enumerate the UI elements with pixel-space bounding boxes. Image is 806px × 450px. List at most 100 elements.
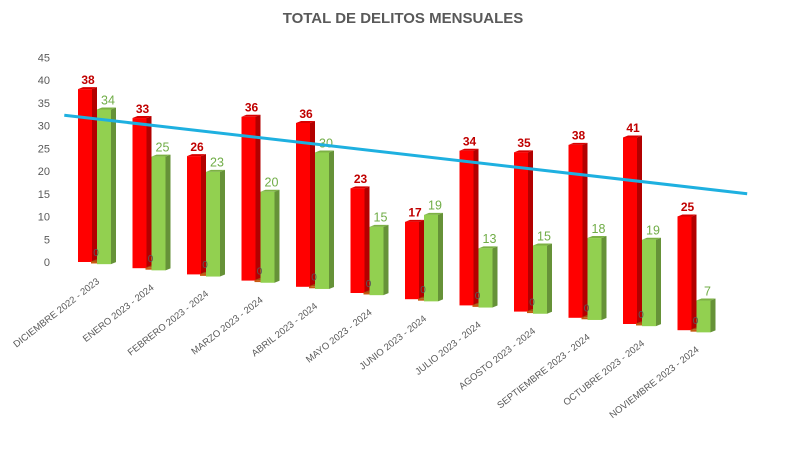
bar-series-1-top: [296, 121, 315, 123]
data-label-series-1: 38: [572, 129, 586, 143]
data-label-series-1: 36: [299, 107, 313, 121]
data-label-series-2: 0: [366, 279, 372, 290]
bar-series-3-top: [478, 246, 498, 249]
bar-series-3-side: [656, 237, 661, 327]
y-tick-label: 30: [38, 121, 50, 133]
bar-series-1: [241, 116, 256, 281]
bar-series-2: [418, 298, 425, 301]
y-tick-label: 25: [38, 143, 50, 155]
data-label-series-3: 7: [704, 284, 711, 298]
bar-series-1-top: [132, 116, 152, 119]
bar-series-1-top: [623, 135, 642, 138]
data-label-series-3: 19: [646, 224, 660, 238]
bar-series-1: [514, 152, 528, 312]
data-label-series-1: 26: [190, 140, 204, 154]
bar-series-2: [472, 304, 480, 307]
data-label-series-1: 17: [408, 206, 422, 220]
bar-series-2: [636, 323, 643, 326]
bar-series-3-top: [533, 243, 552, 246]
data-label-series-1: 36: [245, 101, 259, 115]
y-tick-label: 40: [38, 75, 50, 87]
bar-series-1: [405, 221, 419, 300]
bar-series-3-side: [710, 298, 716, 333]
bar-series-1: [623, 137, 637, 324]
bar-series-3: [587, 238, 602, 320]
bar-series-1: [677, 216, 692, 331]
bar-series-2: [145, 267, 153, 270]
bar-series-3-top: [424, 212, 443, 215]
data-label-series-1: 25: [681, 200, 695, 214]
bar-series-3-side: [601, 236, 607, 320]
chart-title: TOTAL DE DELITOS MENSUALES: [282, 10, 524, 27]
category-label: JULIO 2023 - 2024: [413, 320, 483, 378]
data-label-series-3: 18: [592, 222, 606, 236]
bar-series-2: [254, 280, 262, 283]
data-label-series-2: 0: [584, 304, 590, 315]
bar-series-1-side: [637, 135, 642, 324]
data-label-series-1: 38: [81, 73, 95, 87]
data-label-series-2: 0: [475, 291, 481, 302]
category-label: MAYO 2023 - 2024: [304, 307, 374, 365]
data-label-series-1: 34: [463, 134, 477, 148]
bar-series-3: [97, 109, 111, 265]
bar-series-1: [459, 150, 474, 306]
bar-series-2: [527, 311, 534, 314]
bar-series-1-side: [364, 186, 370, 293]
data-label-series-2: 0: [529, 297, 535, 308]
bar-series-3-side: [111, 107, 116, 265]
bar-series-1-side: [528, 150, 533, 312]
bar-series-3-top: [206, 169, 225, 172]
bar-series-1-side: [146, 116, 152, 269]
data-label-series-1: 35: [517, 136, 531, 150]
bar-series-3-top: [260, 189, 280, 192]
bar-series-3-side: [383, 224, 389, 296]
bar-series-3: [424, 214, 438, 302]
bar-series-3: [533, 245, 547, 314]
bar-series-3-side: [438, 212, 443, 302]
bar-series-1-top: [568, 142, 588, 145]
bar-series-1-side: [691, 214, 697, 331]
bar-series-3-side: [165, 154, 171, 271]
bar-series-1: [350, 188, 365, 293]
bar-series-2: [91, 261, 98, 264]
bar-series-2: [200, 273, 207, 276]
bar-series-1-top: [241, 114, 261, 117]
bar-series-1: [78, 89, 92, 262]
bar-series-1-side: [419, 219, 424, 300]
data-label-series-3: 34: [101, 93, 115, 107]
bar-series-1-top: [459, 148, 479, 151]
bar-series-3-top: [151, 154, 171, 157]
data-label-series-2: 0: [638, 310, 644, 321]
y-tick-label: 5: [44, 234, 50, 246]
data-label-series-3: 23: [210, 156, 224, 170]
bar-series-1-top: [405, 219, 424, 222]
bar-series-3: [696, 300, 711, 333]
data-label-series-2: 0: [257, 266, 263, 277]
bar-series-3-side: [547, 243, 552, 314]
data-label-series-2: 0: [202, 260, 208, 271]
category-label: JUNIO 2023 - 2024: [358, 313, 429, 372]
bar-series-1-side: [473, 148, 479, 306]
bar-series-3: [151, 156, 166, 271]
bar-series-1-side: [92, 87, 97, 262]
bar-series-3: [642, 239, 656, 327]
bar-series-3-top: [642, 237, 661, 240]
y-tick-label: 20: [38, 166, 50, 178]
data-label-series-3: 25: [156, 140, 170, 154]
y-tick-label: 35: [38, 98, 50, 110]
bar-series-1-side: [582, 142, 588, 318]
data-label-series-2: 0: [693, 316, 699, 327]
bar-series-2: [363, 292, 371, 295]
bar-series-3-side: [274, 189, 280, 283]
bar-series-1-side: [201, 154, 206, 275]
y-tick-label: 0: [44, 257, 50, 269]
bar-series-2: [581, 317, 589, 320]
bar-series-1: [187, 156, 201, 275]
category-label: ABRIL 2023 - 2024: [250, 301, 320, 359]
y-tick-label: 15: [38, 189, 50, 201]
bar-series-1-top: [78, 87, 97, 90]
trendline: [64, 113, 748, 196]
bar-series-3-side: [492, 246, 498, 308]
bar-series-1-top: [514, 150, 533, 153]
